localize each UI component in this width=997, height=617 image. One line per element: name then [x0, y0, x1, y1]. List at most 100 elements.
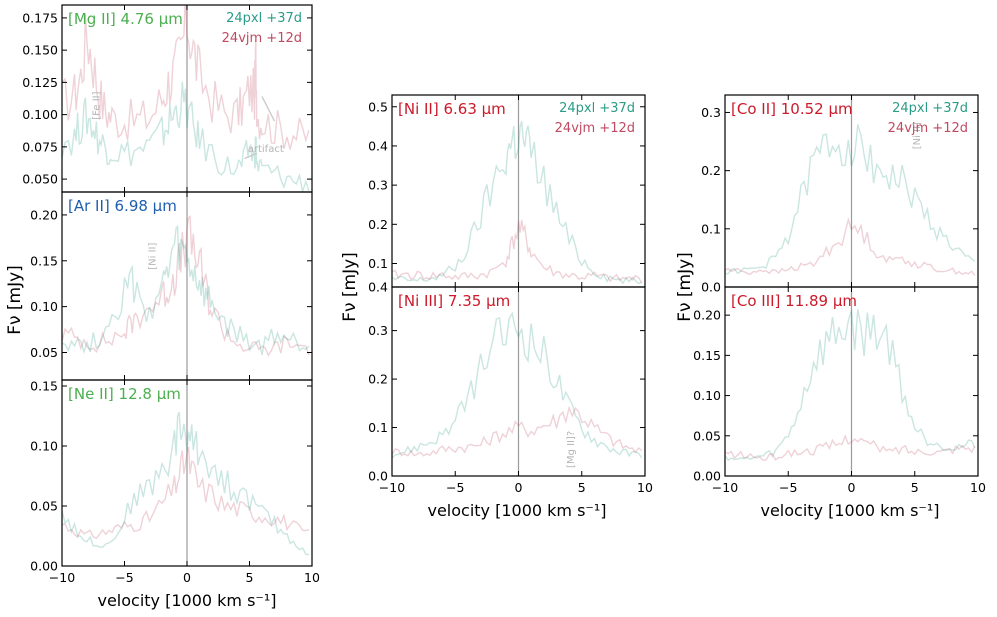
xlabel-left: velocity [1000 km s⁻¹] — [97, 591, 276, 610]
xtick-label: 0 — [183, 570, 191, 585]
ytick-label: 0.05 — [30, 345, 58, 360]
annotation-1: artifact — [248, 144, 284, 155]
annotation-arrow-0 — [261, 96, 276, 122]
ytick-label: 0.1 — [701, 221, 721, 236]
ylabel-left: Fν [mJy] — [5, 265, 25, 335]
xtick-label: 10 — [637, 480, 653, 495]
raw-trace-1 — [392, 219, 643, 284]
raw-trace-0 — [392, 121, 643, 285]
panel-plot-area — [62, 215, 310, 357]
ytick-label: 0.125 — [22, 75, 58, 90]
panel-4: [Mg II]? 0.0 0.1 0.2 0.3 −10 −5 0 5 10 [Ni III] 7.… — [368, 286, 653, 495]
ylabel-right: Fν [mJy] — [675, 252, 695, 322]
panel-plot-area — [725, 309, 976, 462]
ytick-label: 0.10 — [30, 299, 58, 314]
ytick-label: 0.3 — [701, 105, 721, 120]
ytick-label: 0.2 — [368, 217, 388, 232]
raw-trace-1 — [392, 405, 643, 457]
legend-entry-24vjm: 24vjm +12d — [888, 121, 968, 136]
ytick-label: 0.0 — [701, 280, 721, 295]
xtick-label: −10 — [49, 570, 75, 585]
ytick-label: 0.4 — [368, 138, 388, 153]
xtick-label: −10 — [379, 480, 405, 495]
raw-trace-0 — [725, 124, 976, 275]
ytick-label: 0.00 — [693, 469, 721, 484]
ytick-label: 0.050 — [22, 172, 58, 187]
panel-plot-area — [392, 121, 643, 285]
ylabel-middle: Fν [mJy] — [340, 252, 360, 322]
panel-plot-area — [62, 5, 310, 192]
xtick-label: 5 — [578, 480, 586, 495]
ytick-label: 0.15 — [693, 348, 721, 363]
ytick-label-bottom: 0.4 — [368, 280, 388, 295]
legend-entry-24pxl: 24pxl +37d — [892, 101, 968, 116]
raw-trace-1 — [62, 81, 310, 192]
ytick-label: 0.10 — [693, 388, 721, 403]
xlabel-middle: velocity [1000 km s⁻¹] — [427, 501, 606, 520]
xtick-label: −10 — [712, 480, 738, 495]
annotation-0: [Mg II]? — [566, 431, 577, 468]
ytick-label: 0.1 — [368, 256, 388, 271]
panel-title: [Mg II] 4.76 μm — [68, 10, 183, 28]
panel-0: [Fe II] artifact 0.050 0.075 0.100 0.125 0.150… — [22, 4, 313, 193]
raw-trace-0 — [725, 309, 976, 462]
ytick-label: 0.05 — [30, 499, 58, 514]
xtick-label: 5 — [246, 570, 254, 585]
ytick-label: 0.3 — [368, 178, 388, 193]
legend-entry-24vjm: 24vjm +12d — [555, 121, 635, 136]
ytick-label: 0.100 — [22, 107, 58, 122]
raw-trace-0 — [62, 446, 310, 539]
annotation-arrow-1 — [244, 152, 258, 160]
annotation-0: [Ni II] — [912, 122, 923, 149]
raw-trace-1 — [62, 411, 309, 556]
xtick-label: 5 — [911, 480, 919, 495]
raw-trace-1 — [725, 217, 976, 276]
panel-6: 0.00 0.05 0.10 0.15 0.20 −10 −5 0 5 10 [Co III] 11… — [693, 286, 986, 495]
panel-title: [Ni III] 7.35 μm — [398, 292, 510, 310]
panel-title: [Ni II] 6.63 μm — [398, 100, 506, 118]
panel-1: [Ni II] 0.05 0.10 0.15 0.20 [Ar II] 6.98 μm — [30, 191, 313, 381]
ytick-label: 0.2 — [701, 163, 721, 178]
ytick-label: 0.5 — [368, 99, 388, 114]
raw-trace-0 — [62, 5, 310, 150]
panel-plot-area — [62, 411, 310, 556]
ytick-label: 0.3 — [368, 323, 388, 338]
annotation-0: [Fe II] — [92, 91, 103, 119]
panel-5: [Ni II] 0.0 0.1 0.2 0.3 [Co II] 10.52 μm 24pxl… — [701, 94, 979, 295]
xlabel-right: velocity [1000 km s⁻¹] — [760, 501, 939, 520]
ytick-label: 0.2 — [368, 372, 388, 387]
legend-entry-24pxl: 24pxl +37d — [226, 11, 302, 26]
xtick-label: 0 — [515, 480, 523, 495]
raw-trace-1 — [62, 224, 310, 356]
ytick-label: 0.20 — [693, 308, 721, 323]
ytick-label: 0.10 — [30, 439, 58, 454]
ytick-label: 0.20 — [30, 207, 58, 222]
panel-title: [Co II] 10.52 μm — [731, 100, 853, 118]
xtick-label: 10 — [970, 480, 986, 495]
raw-trace-0 — [62, 215, 310, 357]
raw-trace-1 — [725, 434, 976, 461]
ytick-label: 0.00 — [30, 559, 58, 574]
ytick-label: 0.0 — [368, 469, 388, 484]
legend-entry-24vjm: 24vjm +12d — [222, 31, 302, 46]
ytick-label: 0.175 — [22, 10, 58, 25]
panel-title: [Co III] 11.89 μm — [731, 292, 857, 310]
xtick-label: −5 — [779, 480, 797, 495]
legend-entry-24pxl: 24pxl +37d — [559, 101, 635, 116]
xtick-label: 10 — [304, 570, 320, 585]
ytick-label: 0.15 — [30, 379, 58, 394]
ytick-label: 0.075 — [22, 139, 58, 154]
raw-trace-0 — [392, 311, 643, 459]
ytick-label: 0.15 — [30, 253, 58, 268]
annotation-0: [Ni II] — [148, 243, 159, 270]
panel-3: 0.1 0.2 0.3 0.4 0.5 0.4 [Ni II] 6.63 μm 24pxl +… — [368, 94, 646, 295]
xtick-label: 0 — [848, 480, 856, 495]
ytick-label: 0.1 — [368, 420, 388, 435]
panel-title: [Ne II] 12.8 μm — [68, 385, 181, 403]
xtick-label: −5 — [446, 480, 464, 495]
panel-plot-area — [725, 124, 976, 276]
ytick-label: 0.05 — [693, 428, 721, 443]
ytick-label: 0.150 — [22, 43, 58, 58]
panel-title: [Ar II] 6.98 μm — [68, 197, 177, 215]
